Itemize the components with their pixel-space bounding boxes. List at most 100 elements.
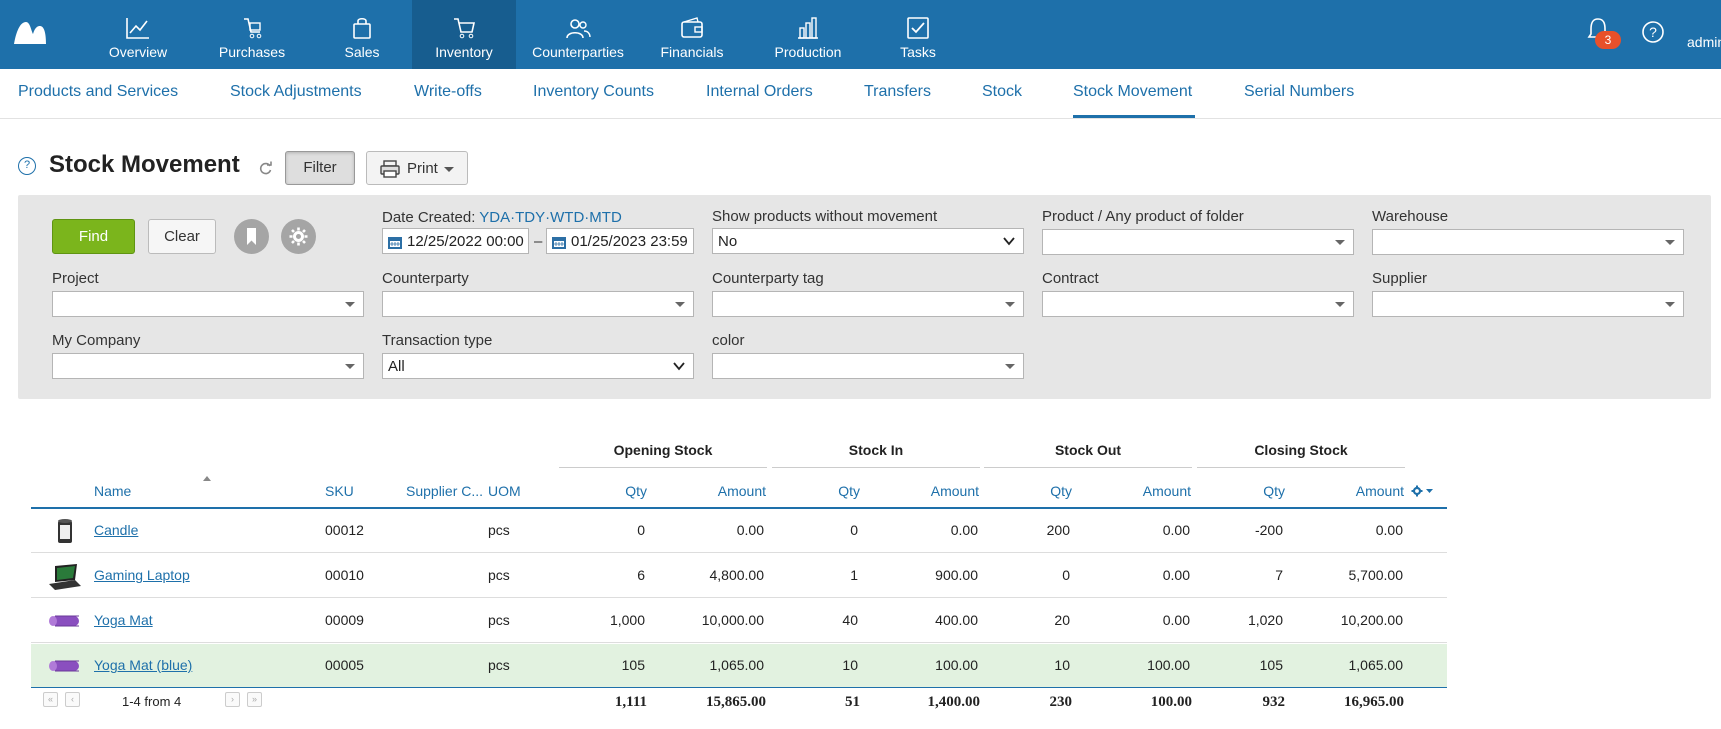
- counterparty-select[interactable]: [382, 291, 694, 317]
- prev-page-icon[interactable]: ‹: [65, 692, 80, 707]
- refresh-icon[interactable]: [258, 161, 273, 176]
- counterparty-tag-label: Counterparty tag: [712, 270, 824, 287]
- column-header-out-amount[interactable]: Amount: [1142, 483, 1191, 499]
- column-header-in-amount[interactable]: Amount: [930, 483, 979, 499]
- table-row[interactable]: Candle 00012 pcs 0 0.00 0 0.00 200 0.00 …: [31, 509, 1447, 553]
- column-header-sku[interactable]: SKU: [325, 483, 354, 499]
- table-row[interactable]: Gaming Laptop 00010 pcs 6 4,800.00 1 900…: [31, 554, 1447, 598]
- sku-cell: 00009: [325, 612, 364, 628]
- date-shortcut-yda[interactable]: YDA: [479, 209, 511, 226]
- nav-item-production[interactable]: Production: [744, 0, 872, 69]
- nav-item-overview[interactable]: Overview: [84, 0, 192, 69]
- color-select[interactable]: [712, 353, 1024, 379]
- subnav-write-offs[interactable]: Write-offs: [414, 83, 482, 100]
- subnav-stock-movement[interactable]: Stock Movement: [1073, 83, 1193, 100]
- product-name-link[interactable]: Yoga Mat: [94, 612, 153, 628]
- subnav-products-and-services[interactable]: Products and Services: [18, 83, 179, 100]
- my-company-select[interactable]: [52, 353, 364, 379]
- notification-badge[interactable]: 3: [1595, 31, 1621, 49]
- date-shortcut-tdy[interactable]: TDY: [515, 209, 546, 226]
- supplier-label: Supplier: [1372, 270, 1428, 287]
- in-qty-cell: 0: [850, 522, 858, 538]
- product-filter-label: Product / Any product of folder: [1042, 208, 1244, 225]
- user-menu[interactable]: admin: [1687, 34, 1721, 50]
- chevron-down-icon: [675, 302, 685, 307]
- closing-qty-cell: 7: [1275, 567, 1283, 583]
- last-page-icon[interactable]: »: [247, 692, 262, 707]
- date-shortcut-wtd[interactable]: WTD: [550, 209, 585, 226]
- settings-button[interactable]: [281, 219, 316, 254]
- my-company-label: My Company: [52, 332, 141, 349]
- find-button[interactable]: Find: [52, 219, 135, 254]
- subnav-transfers[interactable]: Transfers: [864, 83, 931, 100]
- project-select[interactable]: [52, 291, 364, 317]
- closing-amount-cell: 0.00: [1375, 522, 1403, 538]
- product-select[interactable]: [1042, 229, 1354, 255]
- subnav-internal-orders[interactable]: Internal Orders: [706, 83, 813, 100]
- column-header-supplier-code[interactable]: Supplier C...: [406, 483, 484, 499]
- nav-item-financials[interactable]: Financials: [640, 0, 744, 69]
- product-name-link[interactable]: Candle: [94, 522, 139, 538]
- yoga-mat-thumbnail: [49, 660, 79, 672]
- transaction-type-select[interactable]: All: [382, 353, 694, 379]
- supplier-select[interactable]: [1372, 291, 1684, 317]
- next-page-icon[interactable]: ›: [225, 692, 240, 707]
- sort-ascending-icon[interactable]: [203, 476, 211, 481]
- sub-navbar: Products and Services Stock Adjustments …: [0, 69, 1721, 119]
- date-shortcut-separator: ·: [510, 209, 516, 226]
- subnav-stock-adjustments[interactable]: Stock Adjustments: [230, 83, 362, 100]
- column-header-name[interactable]: Name: [94, 483, 132, 499]
- table-footer: « ‹ 1-4 from 4 › » 1,111 15,865.00 51 1,…: [31, 687, 1447, 717]
- column-header-uom[interactable]: UOM: [488, 483, 521, 499]
- opening-qty-cell: 105: [621, 657, 645, 673]
- product-name-link[interactable]: Gaming Laptop: [94, 567, 190, 583]
- filter-toggle-button[interactable]: Filter: [285, 151, 355, 185]
- column-settings-icon[interactable]: [1411, 485, 1435, 497]
- subnav-stock[interactable]: Stock: [982, 83, 1023, 100]
- nav-item-inventory[interactable]: Inventory: [412, 0, 516, 69]
- product-name-link[interactable]: Yoga Mat (blue): [94, 657, 193, 673]
- total-in-amount: 1,400.00: [927, 694, 981, 710]
- warehouse-select[interactable]: [1372, 229, 1684, 255]
- subnav-inventory-counts[interactable]: Inventory Counts: [533, 83, 654, 100]
- logo-icon[interactable]: [12, 18, 48, 46]
- chevron-down-icon: [1003, 237, 1015, 246]
- nav-item-sales[interactable]: Sales: [312, 0, 412, 69]
- column-header-out-qty[interactable]: Qty: [1050, 483, 1072, 499]
- people-icon: [566, 19, 591, 39]
- help-icon[interactable]: ?: [1641, 20, 1665, 44]
- clear-button[interactable]: Clear: [148, 219, 216, 254]
- contract-select[interactable]: [1042, 291, 1354, 317]
- total-out-amount: 100.00: [1150, 694, 1192, 710]
- table-row[interactable]: Yoga Mat 00009 pcs 1,000 10,000.00 40 40…: [31, 599, 1447, 643]
- color-label: color: [712, 332, 745, 349]
- group-divider: [984, 467, 1192, 468]
- nav-item-counterparties[interactable]: Counterparties: [516, 0, 640, 69]
- sku-cell: 00010: [325, 567, 364, 583]
- shopping-bag-icon: [353, 17, 371, 39]
- show-without-movement-select[interactable]: No: [712, 228, 1024, 254]
- in-amount-cell: 0.00: [950, 522, 978, 538]
- print-label: Print: [407, 160, 438, 177]
- bookmark-button[interactable]: [234, 219, 269, 254]
- subnav-serial-numbers[interactable]: Serial Numbers: [1244, 83, 1355, 100]
- total-out-qty: 230: [1049, 694, 1073, 710]
- page-help-icon[interactable]: ?: [18, 157, 36, 175]
- date-to-field[interactable]: 01/25/2023 23:59: [546, 228, 694, 254]
- counterparty-tag-select[interactable]: [712, 291, 1024, 317]
- in-qty-cell: 10: [842, 657, 858, 673]
- nav-item-purchases[interactable]: Purchases: [192, 0, 312, 69]
- nav-label-inventory: Inventory: [435, 44, 493, 60]
- column-header-in-qty[interactable]: Qty: [838, 483, 860, 499]
- cart-icon: [454, 18, 475, 39]
- date-shortcut-mtd[interactable]: MTD: [589, 209, 622, 226]
- column-header-opening-amount[interactable]: Amount: [717, 483, 766, 499]
- first-page-icon[interactable]: «: [43, 692, 58, 707]
- column-header-closing-qty[interactable]: Qty: [1263, 483, 1285, 499]
- column-header-closing-amount[interactable]: Amount: [1355, 483, 1404, 499]
- table-row-selected[interactable]: Yoga Mat (blue) 00005 pcs 105 1,065.00 1…: [31, 644, 1447, 688]
- print-button[interactable]: Print: [366, 151, 468, 185]
- nav-item-tasks[interactable]: Tasks: [872, 0, 964, 69]
- column-header-opening-qty[interactable]: Qty: [625, 483, 647, 499]
- date-from-field[interactable]: 12/25/2022 00:00: [382, 228, 529, 254]
